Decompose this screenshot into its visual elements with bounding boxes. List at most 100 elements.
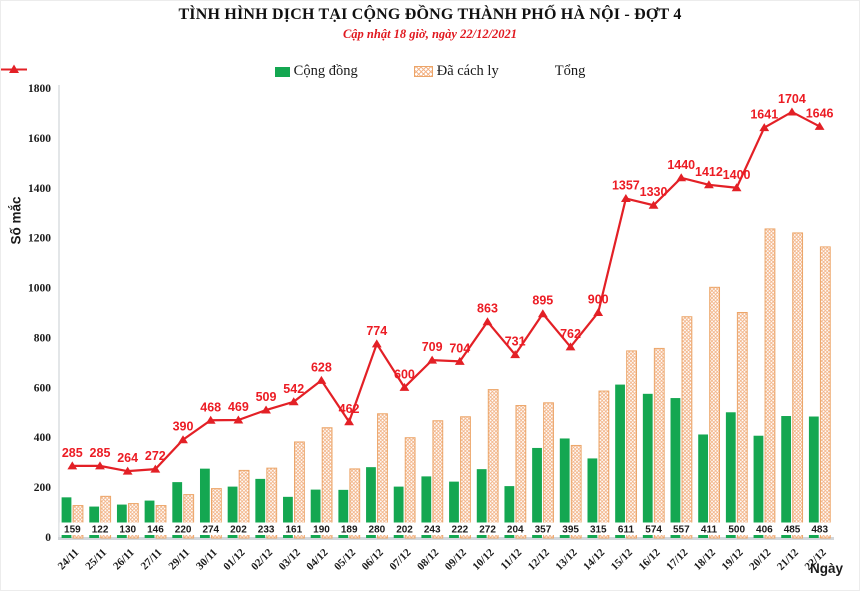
line-marker-triangle-icon — [510, 350, 521, 359]
bar-value-label: 557 — [673, 525, 690, 536]
bar-value-chip — [668, 522, 695, 535]
line-value-label: 509 — [256, 390, 277, 404]
bar-value-chip — [696, 522, 722, 535]
bar-value-label: 315 — [590, 525, 607, 536]
line-value-label: 628 — [311, 360, 332, 374]
x-axis-title: Ngày — [809, 561, 843, 576]
bar-value-label: 233 — [258, 525, 275, 536]
legend-label-tong: Tổng — [554, 63, 586, 79]
chart-title: TÌNH HÌNH DỊCH TẠI CỘNG ĐỒNG THÀNH PHỐ H… — [178, 6, 682, 23]
bar-cong-dong — [449, 481, 459, 538]
bar-value-label: 280 — [369, 525, 386, 536]
bar-da-cach-ly — [819, 246, 831, 539]
green-bar-swatch-icon — [274, 66, 290, 77]
bar-cong-dong — [227, 486, 238, 538]
legend-item-cong-dong: Cộng đồng — [274, 63, 358, 80]
y-tick-label: 1400 — [28, 183, 51, 195]
line-marker-triangle-icon — [261, 405, 271, 414]
x-tick-label: 29/11 — [166, 547, 192, 573]
bar-cong-dong — [89, 506, 100, 538]
line-value-label: 900 — [588, 293, 609, 307]
bar-da-cach-ly — [377, 413, 388, 539]
x-tick-label: 19/12 — [719, 546, 746, 573]
line-value-label: 1412 — [695, 165, 723, 179]
bar-value-chip — [530, 522, 556, 535]
bar-cong-dong — [532, 447, 542, 538]
line-marker-triangle-icon — [150, 464, 161, 473]
bar-value-chip — [751, 522, 778, 535]
bar-value-chip — [502, 522, 529, 535]
line-marker-triangle-icon — [67, 461, 78, 470]
bar-cong-dong — [393, 486, 404, 538]
bar-value-chip — [308, 522, 335, 535]
bar-da-cach-ly — [487, 389, 499, 539]
bar-cong-dong — [642, 393, 653, 538]
bar-value-label: 357 — [535, 525, 552, 536]
bar-value-chip — [336, 522, 362, 535]
bar-da-cach-ly — [349, 468, 361, 539]
bar-da-cach-ly — [155, 505, 167, 539]
line-value-label: 468 — [200, 400, 221, 414]
line-marker-triangle-icon — [122, 466, 133, 475]
x-tick-label: 27/11 — [139, 547, 165, 573]
bar-value-label: 204 — [507, 525, 524, 536]
line-marker-triangle-icon — [344, 417, 354, 426]
bar-value-label: 202 — [396, 525, 413, 536]
x-tick-label: 05/12 — [332, 546, 359, 573]
legend-label-da-cach-ly: Đã cách ly — [436, 63, 499, 79]
y-tick-label: 1800 — [28, 83, 51, 95]
line-value-label: 1440 — [667, 158, 695, 172]
line-value-label: 1330 — [640, 185, 668, 199]
line-marker-triangle-icon — [620, 194, 631, 203]
bar-value-chip — [723, 522, 750, 535]
bar-value-chip — [197, 522, 224, 535]
line-value-label: 600 — [394, 367, 415, 381]
bar-cong-dong — [283, 496, 293, 538]
bar-da-cach-ly — [210, 488, 222, 539]
y-tick-label: 1000 — [28, 283, 51, 295]
line-marker-triangle-icon — [676, 173, 687, 182]
line-marker-triangle-icon — [288, 397, 299, 406]
bar-value-chip — [281, 522, 307, 535]
line-marker-triangle-icon — [814, 121, 825, 130]
line-value-label: 462 — [339, 402, 360, 416]
bar-value-label: 220 — [175, 525, 192, 536]
line-marker-triangle-icon — [731, 183, 742, 192]
bar-da-cach-ly — [570, 444, 582, 539]
bar-value-chip — [474, 522, 501, 535]
bar-cong-dong — [753, 435, 764, 538]
bar-value-label: 222 — [452, 525, 469, 536]
x-tick-label: 14/12 — [581, 546, 608, 573]
bar-da-cach-ly — [127, 503, 139, 539]
line-value-label: 762 — [560, 327, 581, 341]
bar-cong-dong — [310, 489, 321, 538]
bar-value-chip — [114, 522, 141, 535]
line-value-label: 264 — [117, 451, 138, 465]
bar-value-label: 411 — [701, 525, 718, 536]
bar-value-chip — [142, 522, 169, 535]
bar-value-chip — [364, 522, 390, 535]
bar-value-chip — [640, 522, 667, 535]
bar-value-chip — [87, 522, 113, 535]
bar-cong-dong — [615, 384, 625, 538]
bar-da-cach-ly — [100, 495, 112, 539]
red-line-marker-swatch-icon — [1, 64, 27, 73]
bar-value-label: 272 — [479, 525, 496, 536]
bar-da-cach-ly — [404, 437, 416, 539]
x-tick-label: 26/11 — [111, 547, 137, 573]
bar-da-cach-ly — [681, 316, 693, 539]
bar-value-chip — [557, 522, 584, 535]
line-value-label: 1646 — [806, 106, 834, 120]
y-tick-label: 1200 — [28, 233, 51, 245]
bar-value-label: 574 — [645, 525, 662, 536]
bar-value-label: 146 — [147, 525, 164, 536]
line-value-label: 774 — [366, 324, 387, 338]
line-value-label: 469 — [228, 400, 249, 414]
bar-value-label: 243 — [424, 525, 441, 536]
bar-cong-dong — [61, 497, 72, 538]
bar-value-label: 122 — [92, 525, 109, 536]
bar-da-cach-ly — [266, 467, 278, 539]
y-tick-label: 1600 — [28, 133, 51, 145]
